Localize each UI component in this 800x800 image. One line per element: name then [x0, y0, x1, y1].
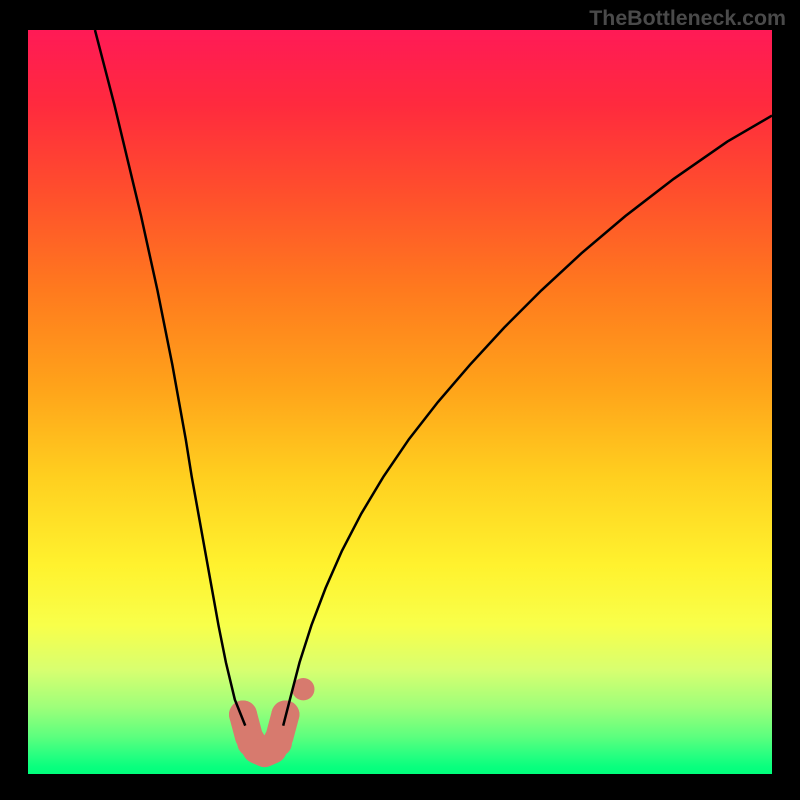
plot-area: [28, 30, 772, 774]
trough-node: [264, 729, 292, 757]
curves-layer: [28, 30, 772, 774]
watermark-text: TheBottleneck.com: [589, 6, 786, 31]
chart-stage: TheBottleneck.com: [0, 0, 800, 800]
trough-node: [229, 700, 257, 728]
right-curve: [283, 116, 772, 726]
left-curve: [95, 30, 245, 726]
